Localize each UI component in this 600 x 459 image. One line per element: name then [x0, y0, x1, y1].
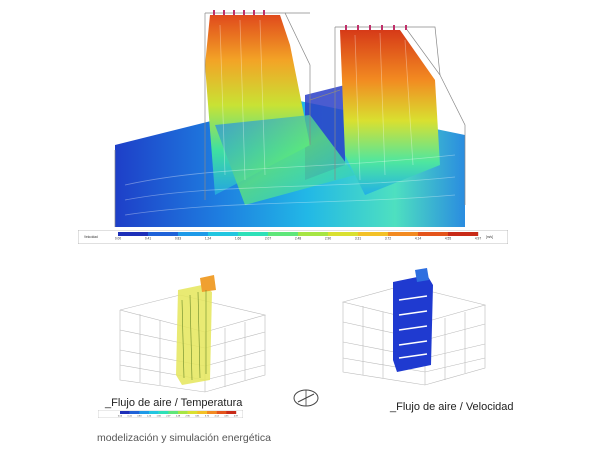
scale-tick-label: 3.31: [355, 237, 361, 241]
scale-band: [178, 411, 188, 414]
scale-tick-label: 2.90: [325, 237, 331, 241]
scale-band: [226, 411, 237, 414]
scale-tick-label: 2.07: [166, 416, 171, 418]
scale-band: [168, 411, 179, 414]
scale-band: [149, 411, 159, 414]
scale-band: [139, 411, 150, 414]
scale-tick-label: 0.83: [137, 416, 142, 418]
middle-flow: [215, 115, 355, 205]
scale-band: [207, 411, 217, 414]
scale-band: [418, 232, 449, 236]
caption-velocity: _Flujo de aire / Velocidad: [390, 401, 514, 413]
left-building-render: [110, 270, 275, 395]
scale-tick-label: 4.14: [215, 416, 220, 418]
scale-tick-label: 0.41: [128, 416, 133, 418]
left-plume-lines: [181, 290, 207, 381]
scale-tick-label: 1.24: [147, 416, 152, 418]
scale-band: [197, 411, 208, 414]
orientation-icon-svg: [293, 389, 319, 407]
top-colour-scale: Velocidad 0.00 0.41 0.83 1.24 1.66 2.07 2.48 2.…: [78, 230, 508, 244]
left-heat-plume: [176, 285, 212, 385]
scale-tick-label: 4.55: [224, 416, 229, 418]
scale-tick-label: 2.90: [186, 416, 191, 418]
top-scale-unit: [m/s]: [486, 235, 493, 239]
scale-band: [158, 411, 169, 414]
inlet-markers: [213, 10, 407, 30]
scale-tick-label: 2.07: [265, 237, 271, 241]
scale-band: [148, 232, 179, 236]
footer-subtitle: modelización y simulación energética: [97, 432, 271, 444]
caption-temperature: _Flujo de aire / Temperatura: [105, 397, 243, 409]
scale-tick-label: 4.55: [445, 237, 451, 241]
scale-tick-label: 0.83: [175, 237, 181, 241]
left-top-vent: [200, 275, 216, 292]
top-scale-svg: Velocidad 0.00 0.41 0.83 1.24 1.66 2.07 2.48 2.…: [78, 230, 508, 244]
scale-tick-label: 0.41: [145, 237, 151, 241]
scale-tick-label: 3.31: [195, 416, 200, 418]
scale-tick-label: 4.97: [475, 237, 481, 241]
scale-tick-label: 1.66: [157, 416, 162, 418]
right-building-render: [335, 260, 495, 390]
right-plume-highlights: [398, 295, 428, 359]
small-scale-svg: 0.00 0.41 0.83 1.24 1.66 2.07 2.48 2.90 3.31 3.72…: [98, 410, 243, 418]
left-building-svg: [119, 275, 267, 393]
scale-band: [187, 411, 198, 414]
scale-band: [216, 411, 227, 414]
scale-tick-label: 3.72: [205, 416, 210, 418]
scale-band: [388, 232, 419, 236]
scale-tick-label: 4.14: [415, 237, 421, 241]
streamlines: [124, 19, 456, 216]
scale-band: [298, 232, 329, 236]
scale-band: [268, 232, 299, 236]
scale-tick-label: 2.48: [295, 237, 301, 241]
scale-tick-label: 1.24: [205, 237, 211, 241]
scale-tick-label: 1.66: [235, 237, 241, 241]
main-cfd-render: [95, 5, 490, 230]
scale-band: [118, 232, 149, 236]
top-scale-label: Velocidad: [84, 235, 98, 239]
right-building-svg: [341, 268, 487, 386]
scale-band: [120, 411, 130, 414]
scale-band: [328, 232, 359, 236]
orientation-icon: [292, 388, 320, 408]
scale-band: [238, 232, 269, 236]
scale-tick-label: 4.97: [234, 416, 239, 418]
scale-band: [358, 232, 389, 236]
right-tower-flow: [340, 30, 440, 195]
scale-band: [448, 232, 479, 236]
scale-band: [129, 411, 140, 414]
scale-tick-label: 3.72: [385, 237, 391, 241]
small-colour-scale: 0.00 0.41 0.83 1.24 1.66 2.07 2.48 2.90 3.31 3.72…: [98, 410, 243, 418]
scale-tick-label: 2.48: [176, 416, 181, 418]
scale-band: [208, 232, 239, 236]
scale-tick-label: 0.00: [115, 237, 121, 241]
scale-tick-label: 0.00: [118, 416, 123, 418]
right-top-vent: [415, 268, 429, 282]
main-cfd-svg: [114, 10, 466, 227]
scale-band: [178, 232, 209, 236]
